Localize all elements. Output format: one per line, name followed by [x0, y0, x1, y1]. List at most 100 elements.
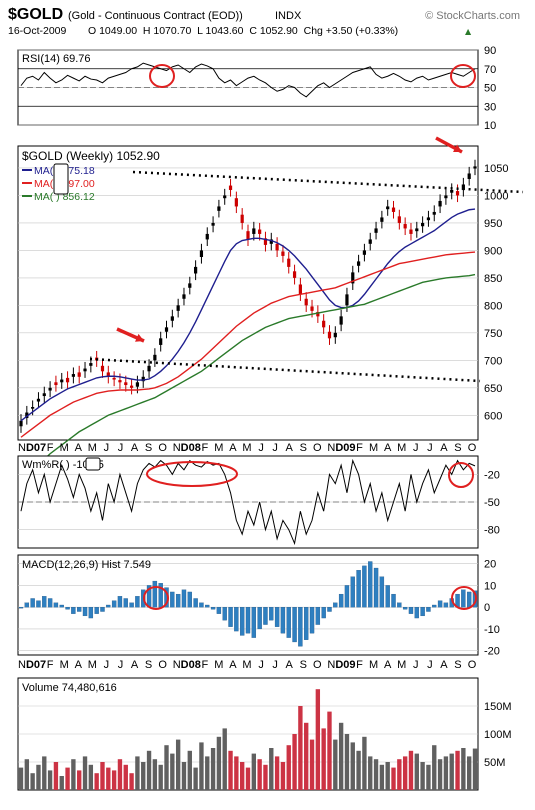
price-candle-body — [461, 184, 465, 190]
macd-x-label: O — [158, 659, 167, 671]
volume-bar — [135, 756, 140, 790]
volume-bar — [298, 706, 303, 790]
volume-bar — [263, 764, 268, 790]
rsi-panel-tick-label: 10 — [484, 120, 496, 132]
macd-hist-bar — [152, 580, 158, 608]
volume-bar — [123, 764, 128, 790]
williams-label: Wm%R( ) -10.75 — [22, 459, 104, 471]
price-x-label: D07 — [26, 442, 46, 454]
volume-bar — [309, 739, 315, 790]
price-candle-body — [450, 189, 454, 193]
macd-hist-bar — [59, 604, 64, 608]
macd-x-label: A — [440, 659, 448, 671]
price-candle-body — [71, 374, 75, 377]
volume-bar — [292, 734, 297, 790]
price-candle-body — [205, 233, 209, 240]
volume-bar — [24, 759, 30, 790]
red-arrow-left — [116, 327, 145, 343]
macd-hist-bar — [280, 607, 286, 634]
chart-exchange: INDX — [275, 10, 302, 22]
volume-bar — [152, 759, 158, 790]
macd-panel-tick-label: 0 — [484, 602, 490, 614]
price-x-label: A — [131, 442, 139, 454]
volume-bar — [368, 756, 373, 790]
volume-bar — [42, 756, 47, 790]
rsi-circle-left — [149, 64, 175, 88]
volume-bar — [344, 734, 350, 790]
price-candle-body — [182, 294, 186, 299]
macd-x-label: M — [60, 659, 69, 671]
price-x-label: O — [313, 442, 322, 454]
price-candle-body — [380, 217, 384, 222]
macd-hist-bar — [251, 607, 257, 638]
chart-symbol: $GOLD — [8, 6, 63, 23]
price-x-label: M — [60, 442, 69, 454]
volume-bar — [455, 750, 460, 790]
price-candle-body — [252, 228, 256, 234]
macd-hist-bar — [321, 607, 326, 619]
price-x-label: O — [468, 442, 477, 454]
volume-bar — [199, 742, 204, 790]
macd-x-label: O — [468, 659, 477, 671]
volume-bar — [379, 764, 385, 790]
volume-bar — [315, 689, 321, 790]
price-candle-body — [455, 191, 460, 196]
macd-hist-bar — [82, 607, 88, 617]
volume-bar — [216, 736, 222, 790]
macd-hist-bar — [362, 565, 367, 608]
macd-hist-bar — [379, 576, 385, 608]
price-candle-body — [467, 173, 471, 179]
price-x-label: S — [454, 442, 461, 454]
price-candle-body — [426, 217, 431, 221]
williams-line — [20, 458, 476, 546]
price-x-label: N — [173, 442, 181, 454]
price-x-label: D09 — [335, 442, 355, 454]
volume-bar — [117, 759, 123, 790]
macd-hist-bar — [443, 602, 449, 608]
macd-hist-bar — [269, 607, 274, 621]
volume-bar — [362, 736, 367, 790]
rsi-panel-tick-label: 70 — [484, 64, 496, 76]
volume-bar — [158, 764, 163, 790]
macd-hist-bar — [402, 607, 408, 610]
upper-trendline — [132, 170, 524, 194]
macd-hist-bar — [199, 602, 204, 608]
price-candle-body — [170, 316, 174, 321]
macd-x-label: J — [272, 659, 278, 671]
macd-hist-bar — [344, 585, 350, 608]
volume-bar — [443, 756, 449, 790]
macd-x-label: J — [258, 659, 264, 671]
volume-bar — [437, 759, 443, 790]
price-candle-body — [240, 214, 244, 223]
price-candle-body — [292, 271, 297, 278]
ma-period-redaction-box — [53, 163, 69, 195]
macd-hist-bar — [257, 607, 262, 630]
price-panel-frame — [17, 145, 479, 441]
price-x-label: J — [413, 442, 419, 454]
volume-bar — [449, 753, 454, 790]
volume-bar — [71, 759, 76, 790]
volume-bar — [228, 750, 233, 790]
macd-hist-bar — [47, 598, 53, 608]
macd-panel-tick-label: 20 — [484, 559, 496, 571]
price-x-label: F — [201, 442, 208, 454]
macd-x-label: D09 — [335, 659, 355, 671]
rsi-line — [20, 62, 476, 98]
volume-bar — [304, 722, 309, 790]
price-candle-body — [164, 327, 169, 332]
macd-hist-bar — [437, 600, 443, 608]
volume-bar — [245, 767, 251, 790]
price-candle-body — [60, 379, 64, 383]
volume-bar — [397, 759, 402, 790]
price-x-label: A — [229, 442, 237, 454]
macd-hist-bar — [391, 593, 396, 608]
volume-bar — [466, 756, 472, 790]
macd-hist-bar — [222, 607, 227, 621]
volume-bar — [193, 767, 198, 790]
price-candle-body — [263, 238, 268, 245]
price-candle-body — [54, 382, 58, 386]
volume-bar — [222, 728, 227, 790]
price-candle-body — [362, 250, 367, 255]
price-candle-body — [298, 284, 302, 295]
price-x-label: N — [327, 442, 335, 454]
